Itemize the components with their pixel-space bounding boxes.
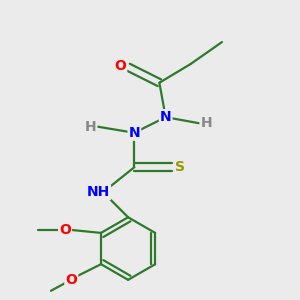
Text: O: O xyxy=(65,273,77,287)
Text: N: N xyxy=(160,110,172,124)
Text: O: O xyxy=(114,58,126,73)
Text: H: H xyxy=(200,116,212,130)
Text: O: O xyxy=(59,223,71,237)
Text: N: N xyxy=(128,126,140,140)
Text: NH: NH xyxy=(87,185,110,199)
Text: H: H xyxy=(85,119,96,134)
Text: S: S xyxy=(175,160,185,174)
